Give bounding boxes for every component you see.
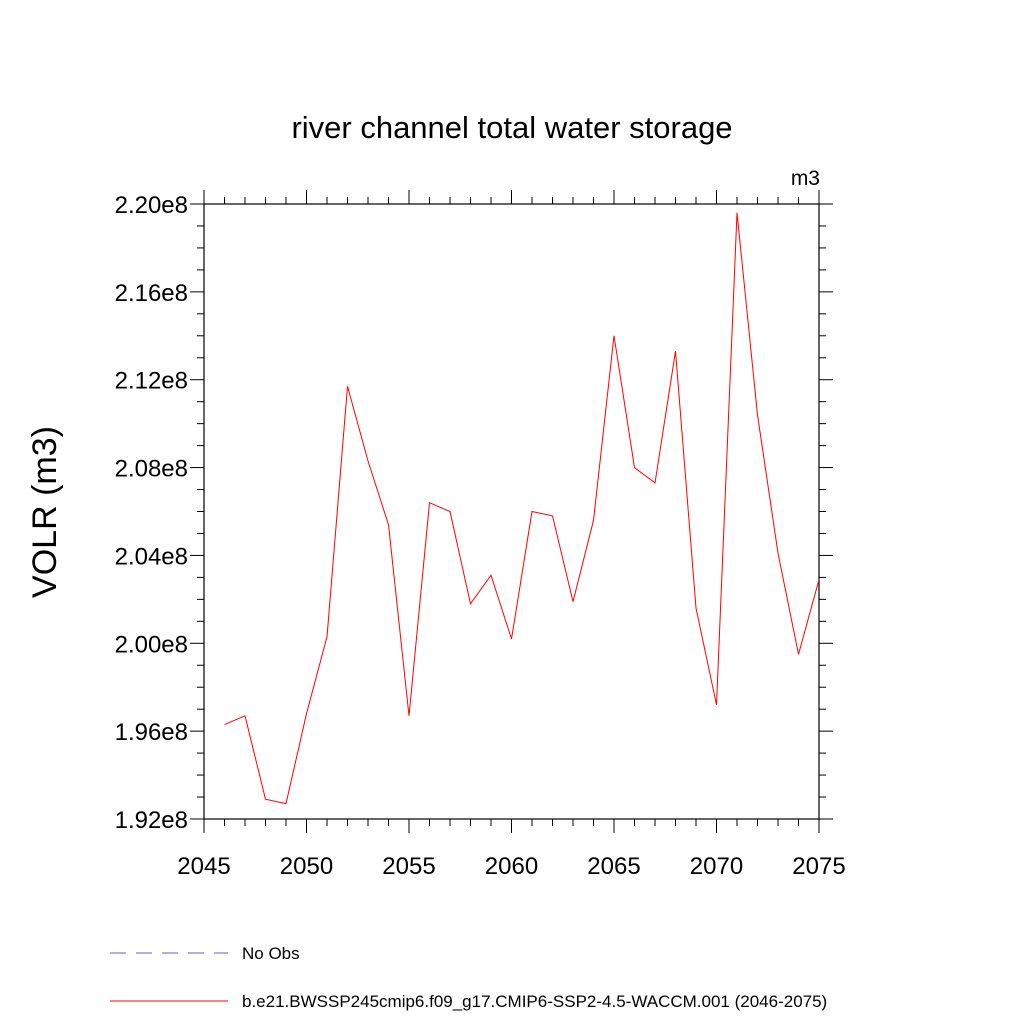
- x-tick-label: 2060: [485, 853, 538, 880]
- plot-frame: [203, 203, 820, 820]
- y-axis-label: VOLR (m3): [26, 426, 64, 598]
- chart-title: river channel total water storage: [291, 110, 732, 145]
- y-tick-label: 2.04e8: [115, 543, 188, 570]
- x-tick-label: 2075: [792, 853, 845, 880]
- units-label: m3: [791, 167, 820, 190]
- y-tick-label: 1.92e8: [115, 807, 188, 834]
- y-tick-label: 1.96e8: [115, 719, 188, 746]
- series-layer: [224, 212, 820, 805]
- x-tick-label: 2065: [587, 853, 640, 880]
- x-tick-label: 2045: [177, 853, 230, 880]
- y-tick-label: 2.16e8: [115, 280, 188, 307]
- y-tick-label: 2.00e8: [115, 631, 188, 658]
- y-tick-label: 2.12e8: [115, 368, 188, 395]
- legend: No Obs b.e21.BWSSP245cmip6.f09_g17.CMIP6…: [110, 944, 827, 1011]
- legend-label-no-obs: No Obs: [242, 944, 300, 963]
- x-tick-label: 2055: [382, 853, 435, 880]
- y-axis: 1.92e8 1.96e8 2.00e8 2.04e8 2.08e8 2.12e8 2.16…: [115, 192, 833, 834]
- x-tick-label: 2070: [690, 853, 743, 880]
- legend-label-model-run: b.e21.BWSSP245cmip6.f09_g17.CMIP6-SSP2-4…: [242, 992, 827, 1011]
- series-line: [224, 212, 820, 805]
- y-tick-label: 2.20e8: [115, 192, 188, 219]
- y-tick-label: 2.08e8: [115, 456, 188, 483]
- x-tick-label: 2050: [280, 853, 333, 880]
- x-axis: 2045 2050 2055 2060 2065 2070 2075: [177, 190, 846, 880]
